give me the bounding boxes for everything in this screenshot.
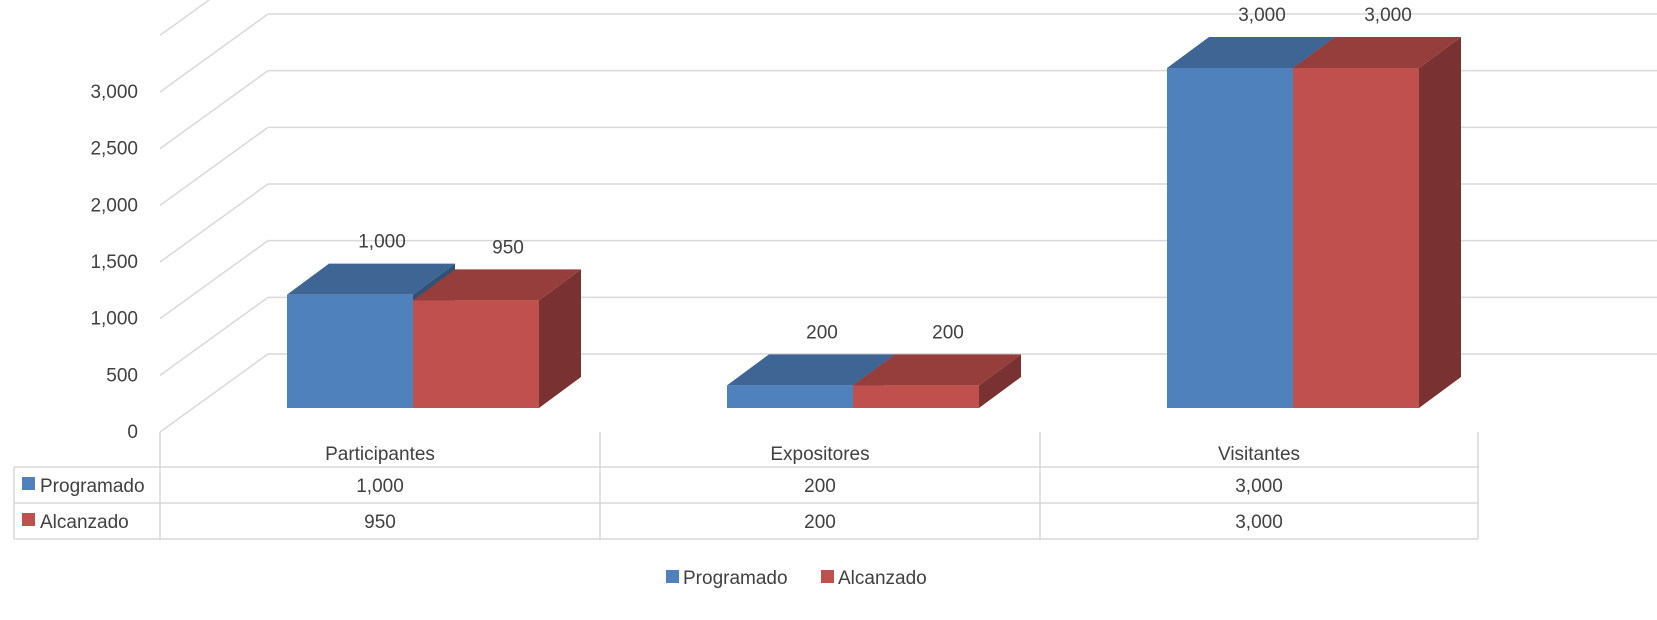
- table-series-name: Alcanzado: [40, 512, 129, 533]
- legend-swatch: [666, 570, 679, 583]
- legend: Programado Alcanzado: [666, 568, 927, 589]
- y-tick-label: 2,000: [90, 195, 138, 216]
- table-cell-value: 3,000: [1235, 476, 1283, 497]
- bar-top-face: [1293, 37, 1461, 68]
- table-legend-key: [22, 477, 35, 490]
- table-cell-value: 1,000: [356, 476, 404, 497]
- y-axis-tick-labels: 0 500 1,000 1,500 2,000 2,500 3,000: [90, 82, 138, 443]
- bar-front-face: [1167, 68, 1293, 408]
- data-labels: 1,000 950 200 200 3,000 3,000: [358, 5, 1412, 343]
- gridline-side: [159, 183, 269, 263]
- bar-side-face: [1419, 37, 1461, 408]
- bar-front-face: [853, 385, 979, 408]
- gridline-side: [159, 353, 269, 433]
- gridline-side: [159, 126, 269, 206]
- gridline-side: [159, 296, 269, 376]
- bar-top-face: [413, 269, 581, 301]
- bar-top-face: [727, 354, 895, 386]
- category-label: Expositores: [770, 444, 869, 465]
- bars: [287, 37, 1461, 408]
- y-tick-label: 2,500: [90, 139, 138, 160]
- bar-front-face: [1293, 68, 1419, 408]
- y-tick-label: 500: [106, 365, 138, 386]
- data-table: Participantes Expositores Visitantes Progra…: [13, 432, 1479, 540]
- data-label: 950: [492, 237, 524, 258]
- table-cell-value: 200: [804, 512, 836, 533]
- bar-top-face: [853, 354, 1021, 386]
- table-cell-value: 950: [364, 512, 396, 533]
- y-tick-label: 0: [127, 422, 138, 443]
- table-cell-value: 3,000: [1235, 512, 1283, 533]
- category-label: Visitantes: [1218, 444, 1300, 465]
- legend-swatch: [821, 570, 834, 583]
- data-label: 3,000: [1238, 5, 1286, 26]
- data-label: 3,000: [1364, 5, 1412, 26]
- bar-front-face: [413, 300, 539, 408]
- y-tick-label: 1,500: [90, 252, 138, 273]
- y-tick-label: 1,000: [90, 309, 138, 330]
- bar-top-face: [287, 263, 455, 295]
- table-legend-key: [22, 513, 35, 526]
- bar-top-face: [1167, 37, 1335, 68]
- category-label: Participantes: [325, 444, 435, 465]
- table-cell-value: 200: [804, 476, 836, 497]
- gridline-side: [159, 13, 269, 93]
- bar-side-face: [539, 269, 581, 408]
- gridline-side: [159, 0, 211, 36]
- data-label: 1,000: [358, 232, 406, 253]
- bar-front-face: [727, 385, 853, 408]
- legend-label: Alcanzado: [838, 568, 927, 589]
- table-series-name: Programado: [40, 476, 145, 497]
- y-tick-label: 3,000: [90, 82, 138, 103]
- bar: [1293, 37, 1461, 408]
- bar: [413, 269, 581, 408]
- gridline-side: [159, 70, 269, 150]
- bar-front-face: [287, 294, 413, 408]
- data-label: 200: [932, 322, 964, 343]
- bar-side-face: [979, 354, 1021, 408]
- bar: [853, 354, 1021, 408]
- data-label: 200: [806, 322, 838, 343]
- gridline-side: [159, 240, 269, 320]
- legend-label: Programado: [683, 568, 788, 589]
